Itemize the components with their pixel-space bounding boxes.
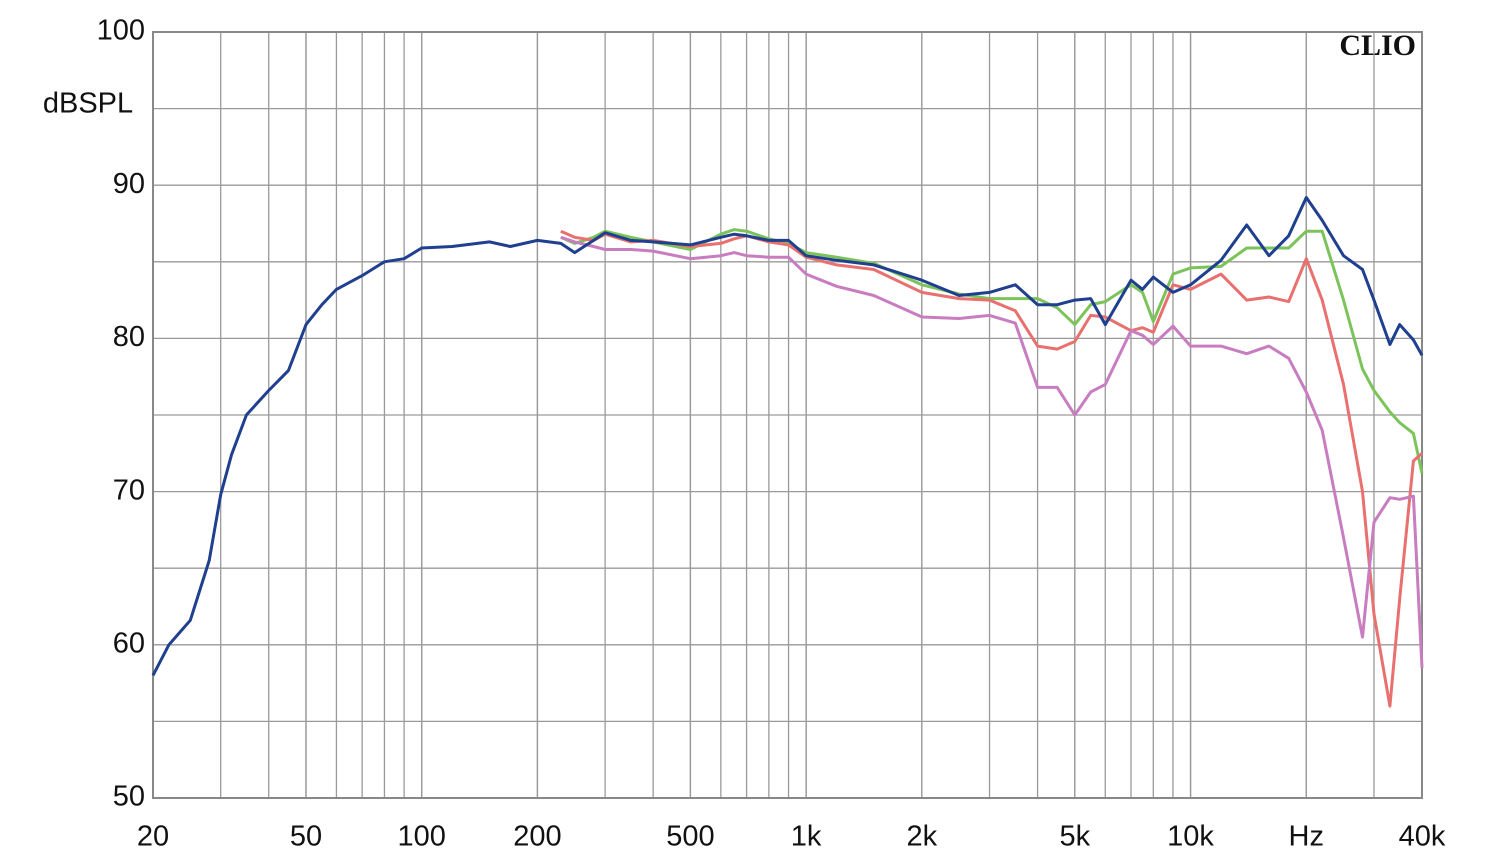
x-tick-label: 100 <box>398 821 446 853</box>
series-line <box>560 229 1424 708</box>
y-tick-label: 80 <box>113 321 145 353</box>
y-tick-label: 90 <box>113 168 145 200</box>
y-axis-label: dBSPL <box>43 88 133 120</box>
x-tick-label: 50 <box>290 821 322 853</box>
x-tick-label: 500 <box>666 821 714 853</box>
x-tick-label: 1k <box>791 821 822 853</box>
x-tick-label: 10k <box>1167 821 1214 853</box>
y-tick-label: 60 <box>113 627 145 659</box>
series-line <box>151 196 1424 677</box>
x-tick-label: 2k <box>907 821 938 853</box>
x-tick-label: Hz <box>1289 821 1324 853</box>
series-line <box>560 235 1424 668</box>
plot-frame <box>152 31 1423 799</box>
y-tick-label: 100 <box>97 15 145 47</box>
x-tick-label: 5k <box>1060 821 1091 853</box>
x-tick-label: 200 <box>513 821 561 853</box>
series-line <box>560 228 1424 474</box>
y-tick-label: 50 <box>113 781 145 813</box>
y-tick-label: 70 <box>113 474 145 506</box>
annotation: CLIO <box>1339 29 1416 62</box>
x-tick-label: 20 <box>137 821 169 853</box>
x-tick-label: 40k <box>1399 821 1446 853</box>
